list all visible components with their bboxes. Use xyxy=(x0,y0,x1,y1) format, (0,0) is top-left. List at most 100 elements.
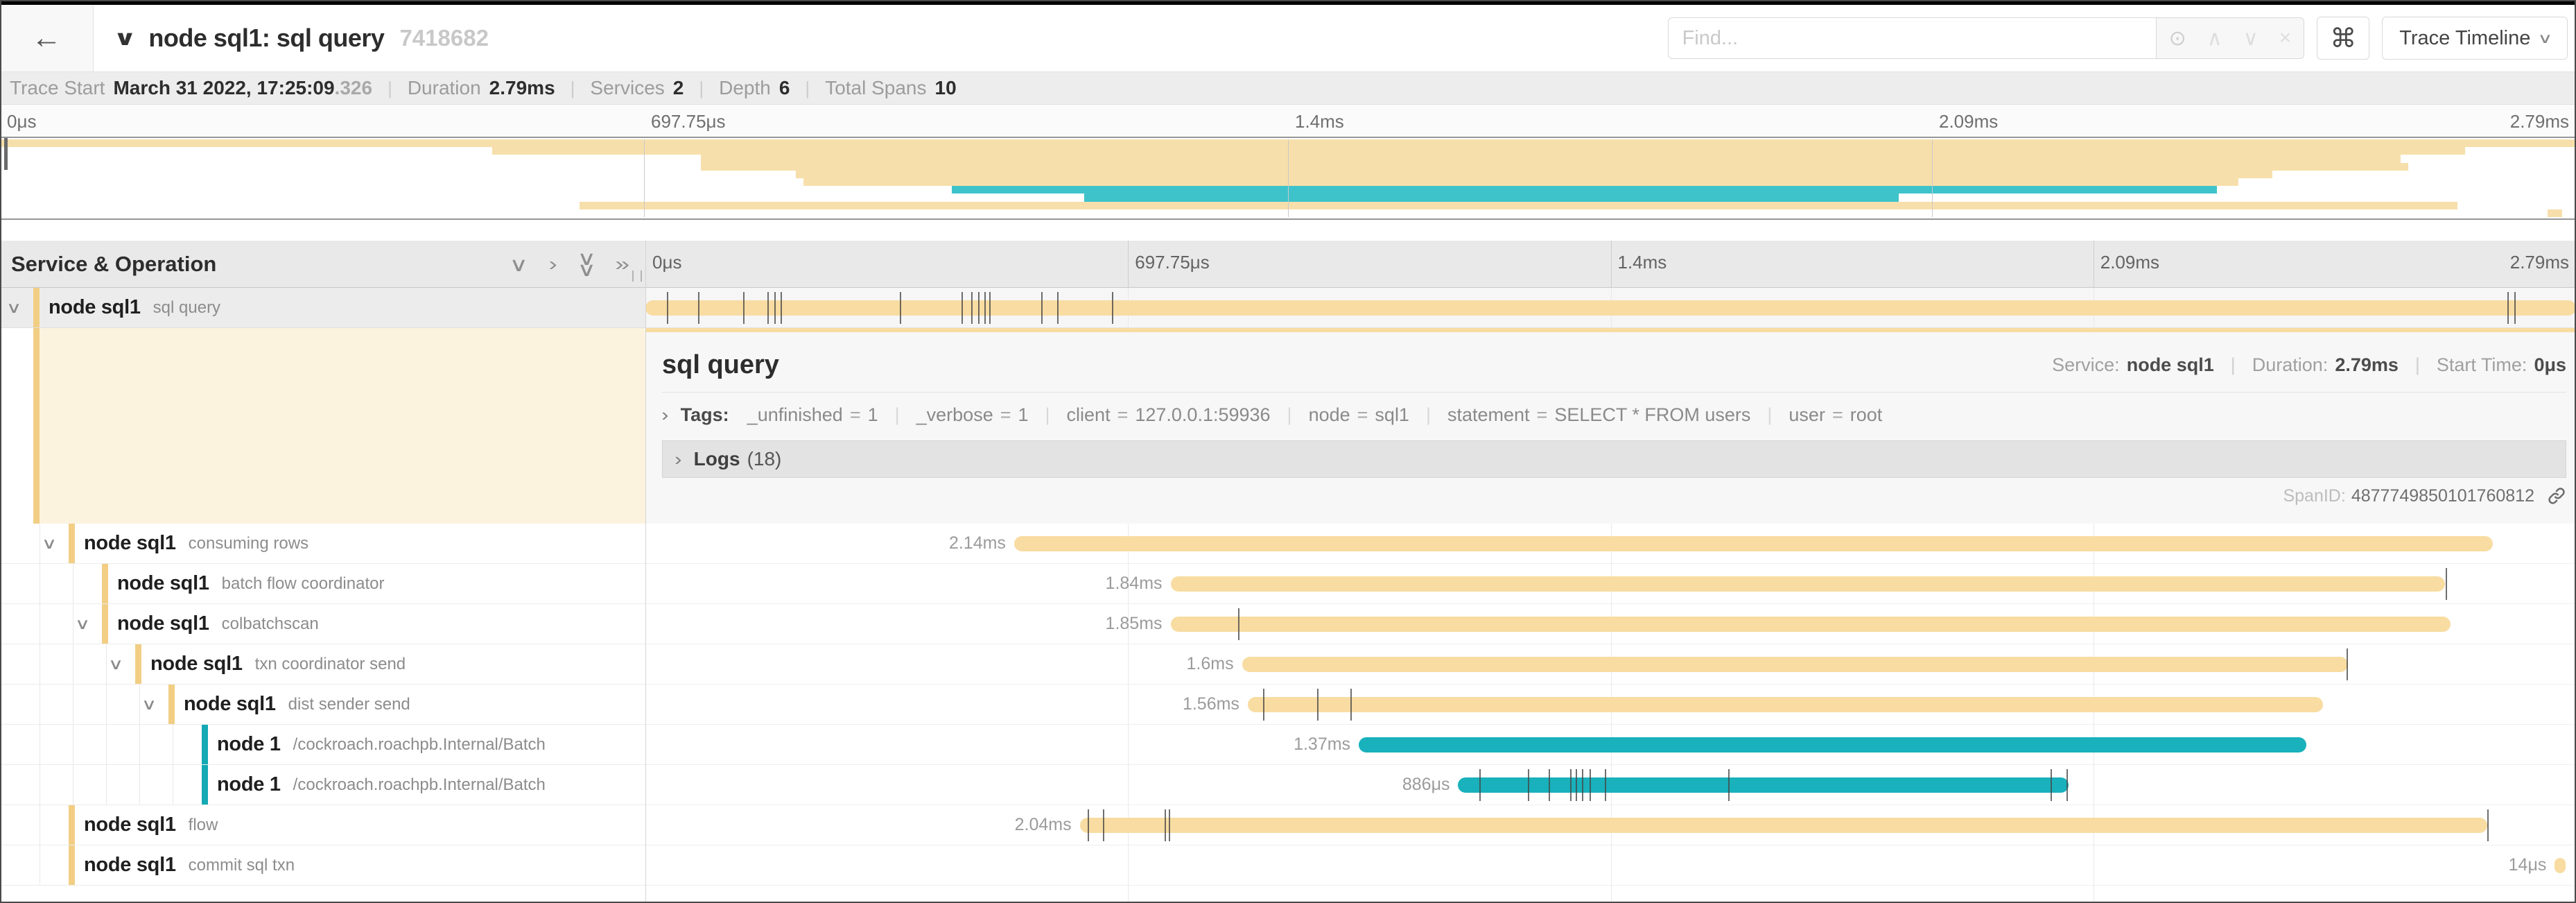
clear-find-icon[interactable]: × xyxy=(2279,26,2292,49)
collapse-all-icon[interactable]: ∨ ∨ xyxy=(577,248,597,280)
span-bar[interactable] xyxy=(1458,777,2069,793)
span-row-timeline-cell[interactable]: 2.04ms xyxy=(645,805,2576,845)
timeline-ruler: 0μs 697.75μs 1.4ms 2.09ms 2.79ms xyxy=(645,241,2576,288)
tag-divider: | xyxy=(1767,404,1773,425)
span-bar[interactable] xyxy=(1170,576,2445,592)
span-row-name-cell[interactable]: node 1/cockroach.roachpb.Internal/Batch xyxy=(0,765,645,805)
timeline-gridline xyxy=(1128,685,1129,724)
keyboard-shortcuts-button[interactable]: ⌘ xyxy=(2317,17,2370,60)
span-row-name-cell[interactable]: ∨ node sql1 consuming rows xyxy=(0,524,645,564)
summary-value: 6 xyxy=(778,77,790,98)
span-row-name-cell[interactable]: node sql1 flow xyxy=(0,805,645,845)
tag-equals: = xyxy=(1000,404,1011,425)
expand-chevron-icon[interactable]: ∨ xyxy=(141,695,157,713)
log-marker xyxy=(971,292,973,324)
next-result-icon[interactable]: ∨ xyxy=(2243,26,2259,50)
tags-list: _unfinished = 1 | _verbose = 1 | client = 127.0.0.… xyxy=(747,404,1883,426)
span-bar[interactable] xyxy=(1170,617,2451,632)
locate-icon[interactable]: ⊙ xyxy=(2168,26,2186,50)
span-bar[interactable] xyxy=(645,300,2576,316)
span-row-name-cell[interactable]: node sql1 commit sql txn xyxy=(0,845,645,886)
log-marker xyxy=(1581,769,1583,801)
span-operation-name: dist sender send xyxy=(288,694,410,714)
expand-all-icon[interactable]: » xyxy=(615,253,630,275)
minimap-ruler-label: 2.79ms xyxy=(2509,111,2569,132)
span-row-timeline-cell[interactable]: 1.56ms xyxy=(645,685,2576,725)
logs-row[interactable]: › Logs (18) xyxy=(662,440,2566,478)
ruler-tick xyxy=(1610,241,1612,288)
span-row-name-cell[interactable]: node 1/cockroach.roachpb.Internal/Batch xyxy=(0,725,645,765)
minimap[interactable] xyxy=(0,137,2576,220)
span-row-timeline-cell[interactable]: 2.14ms xyxy=(645,524,2576,564)
expand-one-icon[interactable]: › xyxy=(548,253,557,275)
span-row-timeline-cell[interactable] xyxy=(645,288,2576,328)
panel-divider[interactable] xyxy=(645,241,646,903)
minimap-span-row xyxy=(0,194,2576,202)
prev-result-icon[interactable]: ∧ xyxy=(2207,26,2222,50)
span-name: node sql1 dist sender send xyxy=(184,685,410,724)
log-marker xyxy=(1350,689,1352,721)
trace-view-selector[interactable]: Trace Timeline ∨ xyxy=(2382,17,2568,60)
span-color-accent xyxy=(202,765,208,805)
expand-chevron-icon[interactable]: ∨ xyxy=(41,534,58,552)
tag-equals: = xyxy=(1536,404,1548,425)
span-row-name-cell[interactable]: ∨ node sql1 dist sender send xyxy=(0,685,645,725)
expand-chevron-icon[interactable]: ∨ xyxy=(74,614,91,633)
log-marker xyxy=(1605,769,1607,801)
span-row: node sql1 batch flow coordinator 1.84ms xyxy=(0,564,2576,604)
collapse-trace-chevron-icon[interactable]: ∨ xyxy=(113,26,137,50)
summary-label: Total Spans xyxy=(825,77,927,98)
span-bar[interactable] xyxy=(1247,697,2324,712)
tags-row[interactable]: › Tags: _unfinished = 1 | _verbose = 1 | client =… xyxy=(661,392,2566,438)
minimap-left-scrubber[interactable] xyxy=(4,138,8,170)
span-row-timeline-cell[interactable]: 14μs xyxy=(645,845,2576,886)
minimap-rows xyxy=(0,139,2576,217)
span-row-timeline-cell[interactable]: 1.6ms xyxy=(645,644,2576,685)
find-input[interactable] xyxy=(1667,17,2157,59)
link-icon[interactable] xyxy=(2547,486,2566,506)
span-service-name: node sql1 xyxy=(184,693,276,715)
span-bar[interactable] xyxy=(1242,657,2349,672)
back-button[interactable]: ← xyxy=(0,5,94,71)
timeline-gridline xyxy=(1128,886,1129,903)
span-bar[interactable] xyxy=(2555,858,2566,873)
span-row-name-cell[interactable]: node sql1 batch flow coordinator xyxy=(0,564,645,604)
span-bar[interactable] xyxy=(1079,818,2487,833)
span-row: node sql1 flow 2.04ms xyxy=(0,805,2576,845)
summary-value: 2.79ms xyxy=(489,77,555,98)
tag-divider: | xyxy=(1425,404,1431,425)
minimap-divider xyxy=(1288,139,1289,217)
span-row: node sql1 commit sql txn 14μs xyxy=(0,845,2576,886)
span-row-timeline-cell[interactable]: 886μs xyxy=(645,765,2576,805)
span-bar[interactable] xyxy=(1359,737,2307,752)
span-duration-label: 1.85ms xyxy=(1105,614,1163,633)
service-operation-header: Service & Operation xyxy=(11,252,217,276)
chevron-right-icon: › xyxy=(675,448,682,470)
tag-key: statement xyxy=(1447,404,1530,425)
span-operation-name: /cockroach.roachpb.Internal/Batch xyxy=(293,775,546,794)
span-row-timeline-cell[interactable]: 1.37ms xyxy=(645,725,2576,765)
timeline-gridline xyxy=(1610,886,1612,903)
log-marker xyxy=(2507,292,2509,324)
span-bar[interactable] xyxy=(1013,536,2494,551)
trace-summary-bar: Trace Start March 31 2022, 17:25:09.326 | D… xyxy=(0,72,2576,105)
log-marker xyxy=(1237,608,1239,640)
collapse-one-icon[interactable]: ∨ xyxy=(509,253,529,275)
log-marker xyxy=(767,292,769,324)
span-color-accent xyxy=(202,725,208,764)
span-service-name: node sql1 xyxy=(84,532,176,554)
span-row-timeline-cell[interactable]: 1.84ms xyxy=(645,564,2576,604)
trace-view-selector-label: Trace Timeline xyxy=(2399,26,2531,49)
column-resizer-grip[interactable] xyxy=(632,270,642,282)
span-row-timeline-cell[interactable]: 1.85ms xyxy=(645,604,2576,644)
span-duration-label: 1.56ms xyxy=(1182,694,1239,714)
minimap-span-bar xyxy=(803,178,2239,187)
span-row-name-cell[interactable]: ∨ node sql1 txn coordinator send xyxy=(0,644,645,685)
duration-label: Duration: xyxy=(2252,354,2329,375)
span-row-name-cell[interactable]: ∨ node sql1 sql query xyxy=(0,288,645,328)
spanid-label: SpanID: xyxy=(2283,485,2346,506)
log-marker xyxy=(2051,769,2053,801)
expand-chevron-icon[interactable]: ∨ xyxy=(107,655,124,673)
expand-chevron-icon[interactable]: ∨ xyxy=(6,298,22,316)
span-row-name-cell[interactable]: ∨ node sql1 colbatchscan xyxy=(0,604,645,644)
